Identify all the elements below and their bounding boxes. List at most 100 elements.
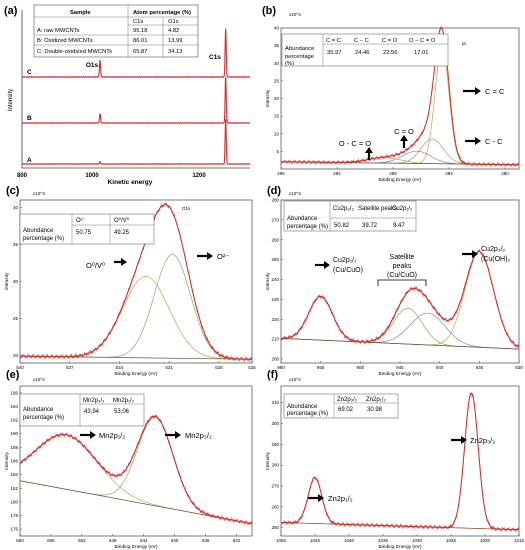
panel-label-e: (e) — [6, 369, 20, 381]
panel-a-xlabel: Kinetic energy — [108, 179, 153, 186]
fit-component-2 — [281, 307, 519, 350]
table-cell: C: Double-oxidized MWCNTs — [37, 49, 112, 55]
fit-envelope-line — [281, 392, 519, 531]
x-tick-label: 534 — [116, 365, 124, 370]
panel-f-extras: x10^2 Zn2p₃/₂ Zn2p₁/₂ Abundance percenta… — [283, 377, 495, 503]
peak-tag: pt — [462, 41, 467, 46]
annotation: C = C — [485, 87, 505, 96]
x-tick-label: 945 — [396, 365, 404, 370]
panel-d-table: Cu2p₃/₂ Satellite peaks Cu2p₁/₂ Abundanc… — [283, 200, 417, 232]
y-tick-label: 300 — [271, 421, 279, 426]
x-tick-label: 1045 — [310, 538, 321, 543]
table-cell: 13.99 — [168, 38, 183, 44]
table-col: O − C = O — [409, 38, 436, 44]
x-tick-label: 940 — [436, 365, 444, 370]
x-tick-label: 644 — [140, 538, 148, 543]
table-cell: 39.72 — [362, 223, 378, 229]
y-tick-label: 180 — [10, 499, 18, 504]
x-tick-label: 288 — [389, 171, 397, 176]
annotation: Cu2p₁/₂ — [333, 257, 357, 264]
annotation: peaks — [393, 263, 412, 270]
table-rowlabel: Abundance — [287, 216, 318, 222]
fit-component-1 — [281, 477, 520, 531]
y-tick-label: 30 — [274, 61, 280, 66]
table-cell: 86.01 — [133, 38, 148, 44]
table-cell: 65.87 — [133, 49, 148, 55]
table-col: C = C — [326, 38, 341, 44]
x-tick-label: 1025 — [446, 538, 457, 543]
table-col: Mn2p₃/₂ — [83, 398, 105, 404]
panel-f-table: Zn2p₃/₂ Zn2p₁/₂ Abundance percentage (%)… — [283, 393, 399, 419]
y-axis-label: Intensity — [265, 89, 271, 107]
fit-envelope-line — [20, 204, 252, 360]
table-rowlabel: percentage — [285, 54, 314, 60]
x-axis-label: Binding Energy (eV) — [379, 544, 422, 550]
y-tick-label: 184 — [10, 472, 18, 477]
fit-envelope-line — [281, 27, 519, 166]
y-tick-label: 20 — [13, 353, 19, 358]
annotation: C = O — [394, 127, 414, 136]
x-tick-label: 1030 — [412, 538, 423, 543]
x-tick-label: 528 — [215, 365, 223, 370]
panel-c-extras: x10^3 O²⁻ O⁰/V⁰ Abundance percentage (%)… — [19, 191, 229, 270]
x-axis-label: Binding Energy (eV) — [379, 371, 422, 377]
annotation: O - C = O — [339, 139, 371, 148]
y-tick-label: 240 — [271, 277, 279, 282]
panel-e-plot: 660 656 652 648 644 640 636 632 176 178 180 182 184 1… — [4, 385, 253, 550]
table-col: O⁰/V⁰ — [114, 217, 130, 224]
fit-component-1 — [20, 276, 252, 360]
arrow-icon — [400, 135, 408, 141]
y-tick-label: 10 — [274, 131, 280, 136]
arrow-icon — [121, 258, 127, 266]
y-tick-label: 310 — [271, 400, 279, 405]
spectrum-line-B — [21, 76, 251, 124]
panel-a-xtick: 1000 — [85, 173, 99, 179]
table-col: O²⁻ — [76, 218, 86, 224]
table-cell: 4.82 — [168, 28, 179, 34]
x-tick-label: 1035 — [378, 538, 389, 543]
raw-data-line — [20, 414, 253, 527]
table-cell: A: raw MWCNTs — [37, 28, 80, 34]
panel-e-table: Mn2p₃/₂ Mn2p₁/₂ Abundance percentage (%)… — [19, 393, 145, 427]
arrow-icon — [475, 87, 481, 95]
table-cell: 24.46 — [355, 50, 370, 56]
y-tick-label: 35 — [274, 43, 280, 48]
annotation: Mn2p₃/₂ — [185, 431, 212, 440]
y-tick-label: 220 — [271, 317, 279, 322]
panel-e-extras: x10^2 Mn2p₃/₂ Mn2p₁/₂ Abundance percenta… — [19, 377, 212, 440]
x-tick-label: 656 — [47, 538, 55, 543]
x-tick-label: 660 — [16, 538, 24, 543]
arrow-icon — [324, 261, 330, 269]
panel-a-table: Sample Atom percentage (%) C1s O1s A: ra… — [33, 4, 199, 58]
annotation: Mn2p₁/₂ — [99, 431, 125, 440]
arrow-icon — [365, 147, 373, 153]
fit-envelope-line — [281, 251, 520, 348]
table-cell: 22.56 — [383, 50, 398, 56]
arrow-icon — [461, 436, 467, 444]
x-tick-label: 296 — [277, 171, 285, 176]
y-axis-label: Intensity — [4, 272, 10, 290]
table-col: C − C — [354, 38, 369, 44]
table-header: Sample — [70, 10, 91, 16]
table-cell: B: Oxidized MWCNTs — [37, 38, 93, 44]
annotation: O²⁻ — [217, 252, 229, 261]
fit-envelope-line — [20, 415, 253, 525]
table-cell: 69.02 — [338, 407, 354, 413]
y-tick-label: 188 — [10, 445, 18, 450]
panel-label-b: (b) — [262, 5, 276, 17]
panel-label-f: (f) — [267, 369, 278, 381]
panel-b-exponent: x10^4 — [289, 12, 301, 17]
arrow-icon — [475, 137, 481, 145]
table-cell: 17.01 — [414, 50, 429, 56]
table-cell: 95.18 — [133, 28, 148, 34]
panel-d-plot: 960 955 950 945 940 935 930 200 210 220 230 240 250 2… — [265, 198, 523, 378]
table-rowlabel: percentage (%) — [287, 224, 328, 230]
table-cell: 43.94 — [84, 409, 100, 415]
panel-d-extras: x10^2 Cu2p₃/₂ Satellite peaks Cu2p₁/₂ Ab… — [283, 191, 510, 286]
peak-label-c1s: C1s — [209, 54, 221, 61]
annotation: C - C — [485, 137, 503, 146]
x-tick-label: 1040 — [344, 538, 355, 543]
y-tick-label: 260 — [271, 237, 279, 242]
y-tick-label: 250 — [271, 257, 279, 262]
